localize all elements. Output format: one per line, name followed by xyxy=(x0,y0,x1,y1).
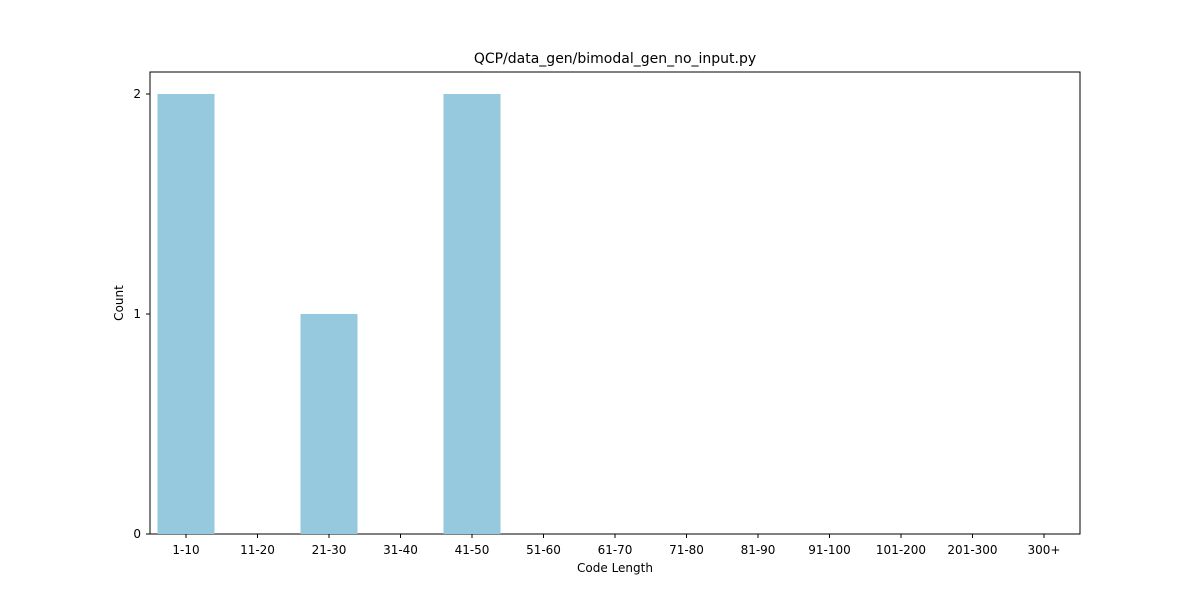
bar-41-50 xyxy=(443,94,501,534)
x-tick-label: 1-10 xyxy=(172,543,199,557)
y-tick-label: 2 xyxy=(133,87,141,101)
y-axis-ticks: 0 1 2 xyxy=(133,87,150,541)
x-tick-label: 201-300 xyxy=(947,543,997,557)
x-axis-label: Code Length xyxy=(577,561,653,575)
y-tick-label: 1 xyxy=(133,307,141,321)
bar-1-10 xyxy=(157,94,215,534)
x-axis-ticks: 1-10 11-20 21-30 31-40 41-50 51-60 61-70 71-80 8… xyxy=(172,534,1060,557)
x-tick-label: 41-50 xyxy=(455,543,490,557)
chart-title: QCP/data_gen/bimodal_gen_no_input.py xyxy=(474,51,756,67)
x-tick-label: 101-200 xyxy=(876,543,926,557)
y-tick-label: 0 xyxy=(133,527,141,541)
x-tick-label: 300+ xyxy=(1028,543,1061,557)
x-tick-label: 91-100 xyxy=(808,543,851,557)
x-tick-label: 71-80 xyxy=(669,543,704,557)
x-tick-label: 11-20 xyxy=(240,543,275,557)
x-tick-label: 31-40 xyxy=(383,543,418,557)
x-tick-label: 21-30 xyxy=(312,543,347,557)
y-axis-label: Count xyxy=(112,285,126,321)
bar-21-30 xyxy=(300,314,358,534)
plot-area-frame xyxy=(149,71,1081,535)
bars-layer xyxy=(157,94,501,534)
x-tick-label: 81-90 xyxy=(741,543,776,557)
x-tick-label: 61-70 xyxy=(598,543,633,557)
x-tick-label: 51-60 xyxy=(526,543,561,557)
